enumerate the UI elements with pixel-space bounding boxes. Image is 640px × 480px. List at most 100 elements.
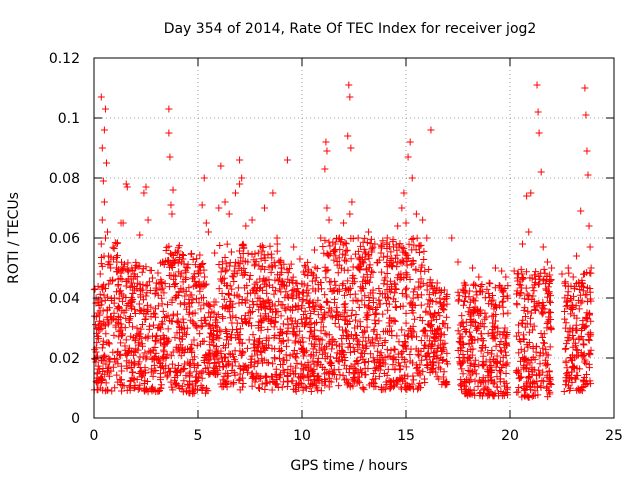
data-point: [226, 282, 234, 290]
data-point: [580, 382, 588, 390]
data-point: [244, 290, 252, 298]
data-point: [333, 375, 341, 383]
data-point: [375, 285, 383, 293]
data-point: [517, 289, 525, 297]
data-point: [345, 339, 353, 347]
data-point: [328, 313, 336, 321]
data-point: [402, 363, 410, 371]
data-point: [238, 339, 246, 347]
data-point: [135, 300, 143, 308]
data-point: [282, 288, 290, 296]
data-point: [503, 359, 511, 367]
data-point: [379, 237, 387, 245]
data-point: [163, 243, 171, 251]
data-point: [481, 376, 489, 384]
data-point: [122, 180, 130, 188]
data-point: [136, 262, 144, 270]
data-point: [342, 375, 350, 383]
data-point: [479, 358, 487, 366]
data-point: [348, 198, 356, 206]
data-point: [338, 347, 346, 355]
data-point: [268, 344, 276, 352]
data-point: [290, 243, 298, 251]
data-point: [582, 111, 590, 119]
data-point: [379, 328, 387, 336]
data-point: [254, 357, 262, 365]
data-point: [570, 285, 578, 293]
data-point: [110, 245, 118, 253]
data-point: [192, 321, 200, 329]
data-point: [342, 365, 350, 373]
data-point: [148, 274, 156, 282]
data-point: [346, 210, 354, 218]
data-point: [311, 320, 319, 328]
data-point: [220, 383, 228, 391]
data-point: [437, 365, 445, 373]
data-point: [330, 256, 338, 264]
data-point: [579, 270, 587, 278]
data-point: [292, 364, 300, 372]
data-point: [274, 308, 282, 316]
data-point: [239, 380, 247, 388]
data-point: [322, 138, 330, 146]
data-point: [515, 336, 523, 344]
data-point: [340, 301, 348, 309]
data-point: [239, 348, 247, 356]
data-point: [383, 371, 391, 379]
data-point: [182, 388, 190, 396]
data-point: [206, 346, 214, 354]
data-point: [159, 346, 167, 354]
data-point: [222, 378, 230, 386]
data-point: [324, 298, 332, 306]
data-point: [202, 219, 210, 227]
data-point: [135, 330, 143, 338]
data-point: [131, 306, 139, 314]
data-point: [412, 345, 420, 353]
data-point: [342, 240, 350, 248]
data-point: [256, 242, 264, 250]
data-point: [260, 314, 268, 322]
data-point: [176, 341, 184, 349]
data-point: [418, 261, 426, 269]
data-point: [246, 272, 254, 280]
data-point: [398, 289, 406, 297]
data-point: [142, 315, 150, 323]
data-point: [537, 168, 545, 176]
data-point: [353, 356, 361, 364]
data-point: [408, 174, 416, 182]
data-point: [311, 342, 319, 350]
data-point: [238, 241, 246, 249]
data-point: [544, 351, 552, 359]
data-point: [271, 276, 279, 284]
data-point: [474, 307, 482, 315]
data-point: [341, 308, 349, 316]
data-point: [251, 358, 259, 366]
data-point: [472, 356, 480, 364]
data-point: [305, 334, 313, 342]
data-point: [382, 299, 390, 307]
data-point: [351, 347, 359, 355]
data-point: [256, 385, 264, 393]
data-point: [371, 240, 379, 248]
data-point: [489, 380, 497, 388]
x-tick-label: 20: [501, 428, 519, 444]
data-point: [498, 364, 506, 372]
data-point: [101, 234, 109, 242]
data-point: [569, 363, 577, 371]
data-point: [412, 246, 420, 254]
data-point: [475, 273, 483, 281]
data-point: [199, 282, 207, 290]
data-point: [288, 287, 296, 295]
data-point: [140, 189, 148, 197]
data-point: [352, 310, 360, 318]
data-point: [200, 316, 208, 324]
data-point: [496, 346, 504, 354]
data-point: [423, 234, 431, 242]
data-point: [469, 306, 477, 314]
data-point: [455, 338, 463, 346]
data-point: [582, 313, 590, 321]
data-point: [159, 284, 167, 292]
data-point: [172, 367, 180, 375]
data-point: [539, 243, 547, 251]
data-point: [172, 368, 180, 376]
